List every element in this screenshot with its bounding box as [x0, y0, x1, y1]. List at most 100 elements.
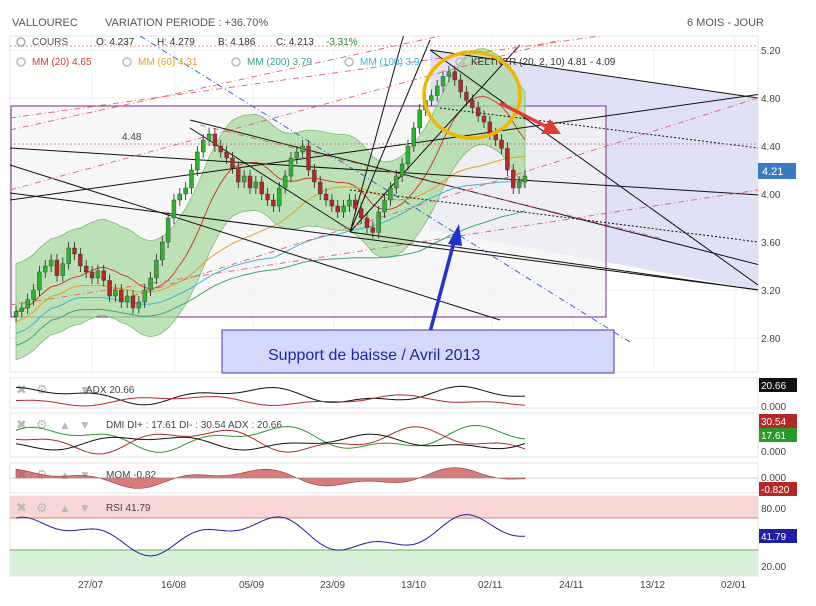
date-tick-label: 13/12 [640, 580, 665, 591]
candle-body [505, 148, 510, 171]
ticker-title: VALLOUREC [12, 17, 78, 29]
pane-label: RSI 41.79 [106, 503, 151, 514]
gear-icon[interactable] [16, 57, 26, 67]
level-label: 4.48 [122, 132, 142, 143]
candle-body [148, 277, 153, 291]
gear-icon[interactable] [16, 37, 26, 47]
di-minus-line [15, 426, 526, 455]
candle-body [382, 199, 387, 213]
candle-body [435, 85, 440, 96]
candle-body [101, 270, 106, 281]
candle-body [247, 175, 253, 189]
legend-mm20: MM (20) 4.65 [32, 57, 92, 68]
gear-icon[interactable] [455, 57, 465, 67]
candle-body [364, 217, 370, 228]
close-value: C: 4.213 [276, 37, 314, 48]
candle-body [353, 199, 358, 209]
arrow-down-icon[interactable]: ▼ [79, 501, 91, 515]
arrow-up-icon[interactable]: ▲ [59, 501, 71, 515]
gear-icon[interactable] [122, 57, 132, 67]
pane-background [9, 377, 759, 409]
candle-body [394, 175, 399, 189]
candle-body [19, 307, 25, 312]
candle-body [43, 265, 48, 273]
candle-body [487, 121, 493, 135]
pane-adx[interactable]: ✖ ⚙ ▼ADX 20.66 [9, 377, 759, 409]
pane-label: MOM -0.82 [106, 470, 156, 481]
candle-body [405, 145, 411, 165]
low-value: B: 4.186 [218, 37, 256, 48]
red-arrow [499, 101, 550, 130]
di-plus-line [15, 424, 526, 453]
legend-mm60: MM (60) 4.31 [138, 57, 198, 68]
indicator-panes: ✖ ⚙ ▼ADX 20.66✖ ⚙ ▲ ▼ DMI DI+ : 17.61 DI- : 30… [9, 377, 797, 577]
period-selector[interactable]: 6 MOIS - JOUR [687, 17, 764, 29]
dmi-zero-label: 0.000 [761, 447, 786, 458]
change-value: -3.31% [326, 37, 358, 48]
close-icon[interactable]: ✖ [16, 417, 27, 432]
gear-icon[interactable]: ⚙ [36, 382, 48, 397]
last-price-value: 4.21 [762, 166, 783, 178]
candle-body [516, 181, 522, 189]
candle-body [358, 208, 364, 219]
candle-body [189, 169, 194, 189]
candle-body [265, 193, 270, 201]
candle-body [458, 79, 463, 93]
gear-icon[interactable]: ⚙ [36, 417, 48, 432]
candle-body [470, 100, 475, 108]
gear-icon[interactable] [344, 57, 354, 67]
legend-mm200: MM (200) 3.79 [247, 57, 312, 68]
candle-body [499, 139, 504, 149]
pane-rsi[interactable]: ✖ ⚙ ▲ ▼ RSI 41.79 [9, 495, 759, 577]
candle-body [300, 145, 305, 153]
candle-body [446, 71, 452, 77]
di-plus-value: 17.61 [761, 431, 786, 442]
gear-icon[interactable] [231, 57, 241, 67]
candle-body [37, 271, 42, 291]
candle-body [323, 193, 329, 201]
candle-body [154, 259, 159, 279]
candle-body [306, 145, 311, 171]
candle-body [282, 175, 288, 189]
candle-body [294, 151, 299, 159]
arrow-up-icon[interactable]: ▲ [59, 468, 71, 482]
variation-label: VARIATION PERIODE : +36.70% [105, 17, 268, 29]
candle-body [195, 151, 200, 171]
candle-body [60, 263, 65, 276]
candle-body [370, 227, 376, 233]
candle-body [83, 265, 89, 273]
candles [13, 65, 528, 323]
rsi-overbought-zone [10, 496, 758, 518]
blue-arrowhead [448, 224, 462, 246]
arrow-up-icon[interactable]: ▲ [59, 418, 71, 432]
pane-dmi[interactable]: ✖ ⚙ ▲ ▼ DMI DI+ : 17.61 DI- : 30.54 ADX : 20… [9, 412, 759, 458]
candle-body [277, 187, 282, 207]
adx-value-tag [759, 378, 797, 392]
candle-body [142, 289, 147, 303]
arrow-down-icon[interactable]: ▼ [79, 468, 91, 482]
arrow-down-icon[interactable]: ▼ [79, 383, 91, 397]
candle-body [429, 95, 434, 101]
arrow-down-icon[interactable]: ▼ [79, 418, 91, 432]
adx-value: 20.66 [761, 381, 786, 392]
mom-value: -0.820 [761, 485, 790, 496]
close-icon[interactable]: ✖ [16, 382, 27, 397]
candle-body [388, 187, 393, 201]
gear-icon[interactable]: ⚙ [36, 500, 48, 515]
date-tick-label: 02/11 [478, 580, 503, 591]
close-icon[interactable]: ✖ [16, 500, 27, 515]
highlight-circle [422, 50, 522, 140]
adx-zero-label: 0.000 [761, 402, 786, 413]
rsi-value: 41.79 [761, 532, 786, 543]
price-tick-label: 4.40 [761, 142, 781, 153]
legend-mm100: MM (100) 3.9 [360, 57, 420, 68]
date-axis: 27/07 16/08 05/09 23/09 13/10 02/11 24/11 13/12… [78, 580, 746, 591]
candle-body [417, 109, 422, 129]
price-tick-label: 3.20 [761, 286, 781, 297]
pane-label: ADX 20.66 [86, 385, 135, 396]
date-tick-label: 13/10 [401, 580, 426, 591]
adx-secondary-line [15, 394, 526, 407]
candle-body [218, 145, 223, 153]
